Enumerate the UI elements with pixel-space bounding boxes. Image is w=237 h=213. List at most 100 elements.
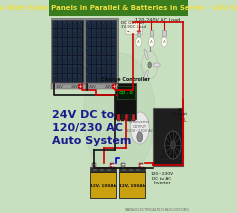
Bar bbox=[73, 29, 77, 37]
Text: -: - bbox=[93, 163, 96, 168]
Bar bbox=[58, 29, 62, 37]
Bar bbox=[91, 74, 96, 82]
Bar bbox=[119, 167, 145, 172]
Bar bbox=[53, 20, 57, 28]
Bar bbox=[92, 163, 96, 168]
Bar bbox=[73, 38, 77, 46]
Bar bbox=[68, 29, 72, 37]
Bar bbox=[112, 47, 116, 55]
Text: OUTPUT: OUTPUT bbox=[133, 125, 147, 129]
Bar bbox=[117, 114, 120, 121]
Text: -: - bbox=[53, 84, 55, 89]
Text: Auto System: Auto System bbox=[52, 136, 132, 146]
Text: N: N bbox=[179, 118, 182, 122]
Bar bbox=[96, 38, 101, 46]
Text: +: + bbox=[136, 29, 141, 35]
Bar bbox=[73, 56, 77, 64]
Bar bbox=[96, 20, 101, 28]
Bar bbox=[150, 30, 153, 36]
Text: A: A bbox=[137, 40, 140, 44]
Bar bbox=[132, 114, 135, 121]
Text: 12V, 100Ah: 12V, 100Ah bbox=[119, 184, 146, 188]
Bar bbox=[136, 168, 140, 171]
Bar bbox=[53, 56, 57, 64]
Bar bbox=[102, 47, 106, 55]
Bar bbox=[112, 65, 116, 73]
Bar bbox=[137, 30, 140, 36]
Text: A: A bbox=[163, 40, 166, 44]
Bar bbox=[53, 29, 57, 37]
Bar bbox=[51, 84, 84, 89]
Bar bbox=[115, 83, 136, 119]
Circle shape bbox=[130, 112, 149, 144]
Bar bbox=[121, 163, 125, 168]
Bar bbox=[53, 47, 57, 55]
Bar bbox=[112, 29, 116, 37]
Bar bbox=[129, 168, 133, 171]
Bar bbox=[63, 65, 67, 73]
Bar bbox=[50, 0, 187, 16]
Bar bbox=[112, 38, 116, 46]
Bar bbox=[96, 74, 101, 82]
Bar bbox=[107, 29, 111, 37]
Bar bbox=[91, 47, 96, 55]
Bar bbox=[96, 47, 101, 55]
Bar bbox=[117, 86, 135, 99]
Text: WWW.ELECTRICALTECHNOLOGY.ORG: WWW.ELECTRICALTECHNOLOGY.ORG bbox=[125, 208, 190, 212]
Ellipse shape bbox=[144, 49, 148, 60]
Bar bbox=[91, 29, 96, 37]
Text: 120/230 AC: 120/230 AC bbox=[52, 123, 123, 133]
Circle shape bbox=[165, 131, 181, 159]
Circle shape bbox=[148, 62, 151, 68]
Text: 12V, 100Ah: 12V, 100Ah bbox=[90, 184, 116, 188]
Bar bbox=[102, 74, 106, 82]
Text: 120V~230V AC: 120V~230V AC bbox=[126, 129, 153, 133]
Circle shape bbox=[137, 132, 143, 142]
Bar bbox=[78, 56, 82, 64]
Bar bbox=[122, 168, 126, 171]
Bar bbox=[73, 74, 77, 82]
Text: +: + bbox=[109, 163, 115, 168]
Text: +: + bbox=[111, 84, 116, 89]
Bar bbox=[78, 47, 82, 55]
Bar bbox=[107, 56, 111, 64]
Bar bbox=[90, 172, 116, 198]
Bar bbox=[58, 65, 62, 73]
Bar bbox=[68, 47, 72, 55]
Bar bbox=[63, 38, 67, 46]
Bar bbox=[63, 74, 67, 82]
Text: How to Wire Solar Panels in Parallel & Batteries in Sereis - 24V System: How to Wire Solar Panels in Parallel & B… bbox=[0, 5, 237, 11]
Ellipse shape bbox=[153, 63, 160, 67]
Text: +: + bbox=[77, 84, 82, 89]
Bar bbox=[53, 65, 57, 73]
Bar bbox=[53, 74, 57, 82]
Bar bbox=[110, 163, 114, 168]
Bar bbox=[107, 38, 111, 46]
Circle shape bbox=[112, 85, 115, 88]
Text: AC
Output: AC Output bbox=[173, 108, 188, 116]
Bar bbox=[107, 20, 111, 28]
Bar bbox=[68, 56, 72, 64]
Bar bbox=[73, 65, 77, 73]
Bar bbox=[153, 108, 183, 166]
Bar bbox=[58, 74, 62, 82]
Circle shape bbox=[160, 145, 172, 165]
Bar bbox=[96, 65, 101, 73]
Text: 24V: 24V bbox=[71, 85, 78, 88]
Bar bbox=[102, 56, 106, 64]
Bar bbox=[78, 74, 82, 82]
Bar bbox=[85, 84, 118, 89]
Text: 3V-9DC Load: 3V-9DC Load bbox=[121, 26, 146, 29]
Bar bbox=[163, 30, 166, 36]
Bar bbox=[58, 20, 62, 28]
Text: 120~230V
DC to AC
Inverter: 120~230V DC to AC Inverter bbox=[150, 172, 173, 185]
Bar bbox=[102, 29, 106, 37]
Bar bbox=[91, 20, 96, 28]
Bar bbox=[125, 20, 141, 34]
Text: 120-240V AC Load: 120-240V AC Load bbox=[135, 17, 180, 23]
Bar bbox=[96, 29, 101, 37]
Text: Charge Controller: Charge Controller bbox=[101, 78, 150, 82]
Bar bbox=[68, 20, 72, 28]
Bar bbox=[119, 172, 145, 198]
Bar bbox=[51, 18, 84, 84]
